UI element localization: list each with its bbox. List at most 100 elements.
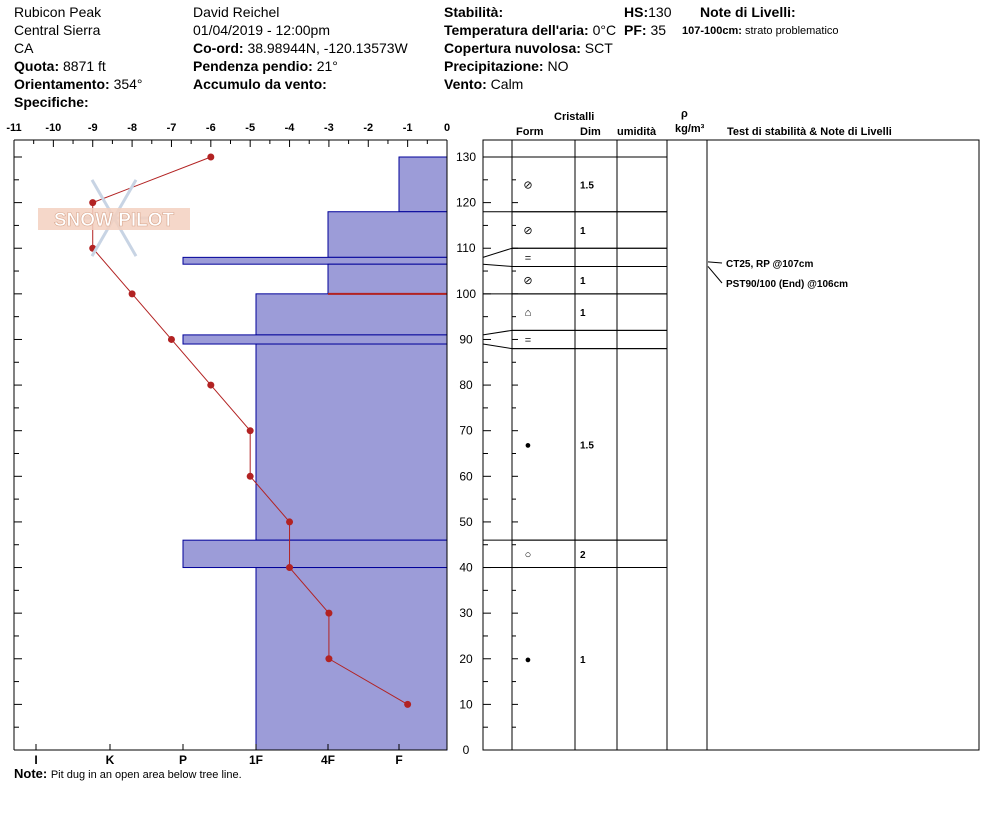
- temp-tick-label: 0: [444, 122, 450, 134]
- crystal-size: 1.5: [580, 180, 594, 191]
- layer-notes-label: Note di Livelli:: [700, 4, 796, 20]
- sky-row: Copertura nuvolosa: SCT: [444, 40, 613, 56]
- range-name: Central Sierra: [14, 22, 101, 38]
- form-header: Form: [516, 126, 544, 138]
- precip-row: Precipitazione: NO: [444, 58, 569, 74]
- temp-tick-label: -8: [127, 122, 137, 134]
- temperature-profile: [89, 153, 412, 708]
- temperature-point: [325, 655, 333, 663]
- stability-test-pointer: [707, 261, 723, 264]
- height-tick-label: 120: [456, 196, 476, 210]
- layer-note-row: 107-100cm: strato problematico: [682, 25, 839, 37]
- layer-connector: [482, 343, 513, 350]
- hardness-tick-label: 4F: [321, 753, 335, 767]
- elevation-row: Quota: 8871 ft: [14, 58, 106, 74]
- temperature-point: [128, 290, 136, 298]
- crystals-header: Cristalli: [554, 111, 595, 123]
- table-frame: [482, 139, 980, 751]
- crystal-size: 1.5: [580, 440, 594, 451]
- hardness-layer: [182, 539, 448, 569]
- hardness-tick-label: K: [106, 753, 115, 767]
- temp-tick-label: -7: [167, 122, 177, 134]
- height-tick-label: 0: [463, 743, 470, 757]
- hardness-layer: [182, 334, 448, 345]
- wind-row: Vento: Calm: [444, 76, 524, 92]
- hardness-layer: [255, 567, 448, 751]
- crystal-form-symbol: ●: [525, 654, 532, 666]
- crystal-form-symbol: =: [525, 252, 531, 264]
- coords-row: Co-ord: 38.98944N, -120.13573W: [193, 40, 408, 56]
- crystal-size: 1: [580, 655, 586, 666]
- hardness-layers: [182, 156, 448, 751]
- slope-row: Pendenza pendio: 21°: [193, 58, 338, 74]
- height-tick-label: 130: [456, 150, 476, 164]
- height-tick-label: 90: [459, 332, 473, 346]
- hardness-layer: [255, 293, 448, 336]
- height-tick-label: 60: [459, 469, 473, 483]
- temp-tick-label: -3: [324, 122, 334, 134]
- density-header: kg/m³: [675, 123, 705, 135]
- crystal-form-symbol: ⊘: [523, 179, 532, 191]
- temp-tick-label: -10: [45, 122, 61, 134]
- stability-test-label: PST90/100 (End) @106cm: [726, 279, 848, 290]
- wind-loading-label: Accumulo da vento:: [193, 76, 327, 92]
- air-temp-row: Temperatura dell'aria: 0°C: [444, 22, 617, 38]
- crystal-form-symbol: ○: [525, 549, 532, 561]
- layer-connector: [482, 247, 513, 258]
- temp-tick-label: -5: [245, 122, 255, 134]
- height-tick-label: 20: [459, 652, 473, 666]
- specifics-label: Specifiche:: [14, 94, 89, 110]
- aspect-row: Orientamento: 354°: [14, 76, 143, 92]
- snowpilot-logo: SNOW PILOT: [38, 179, 190, 257]
- rho-header: ρ: [681, 108, 688, 120]
- hs-row: HS:130: [624, 4, 672, 20]
- hardness-tick-label: I: [34, 753, 37, 767]
- hardness-layer: [255, 343, 448, 541]
- location-name: Rubicon Peak: [14, 4, 102, 20]
- crystal-size: 2: [580, 550, 586, 561]
- temp-tick-label: -1: [403, 122, 413, 134]
- temp-tick-label: -2: [363, 122, 373, 134]
- temperature-point: [207, 381, 215, 389]
- chart-frame: -11 -10 -9 -8 -7 -6 -5 -4 -3 -2 -1 0I K P 1F 4F F0102030…: [6, 122, 518, 767]
- temperature-point: [286, 564, 294, 572]
- hardness-layer: [182, 256, 448, 265]
- temp-tick-label: -9: [88, 122, 98, 134]
- logo-band: [38, 208, 190, 230]
- crystal-form-symbol: ⊘: [523, 225, 532, 237]
- temp-tick-label: -11: [6, 122, 21, 134]
- crystal-size: 1: [580, 226, 586, 237]
- pf-row: PF: 35: [624, 22, 667, 38]
- height-tick-label: 100: [456, 287, 476, 301]
- hardness-layer: [327, 263, 448, 295]
- layer-connector: [482, 329, 513, 336]
- crystal-form-symbol: ⌂: [525, 307, 532, 319]
- temp-tick-label: -6: [206, 122, 216, 134]
- logo-text: SNOW PILOT: [54, 210, 175, 231]
- temperature-point: [207, 153, 215, 161]
- crystal-size: 1: [580, 276, 586, 287]
- temperature-point: [89, 199, 97, 207]
- height-tick-label: 50: [459, 515, 473, 529]
- crystal-form-symbol: ●: [525, 439, 532, 451]
- height-tick-label: 110: [456, 241, 475, 255]
- temperature-point: [246, 427, 254, 435]
- temperature-point: [286, 518, 294, 526]
- state-name: CA: [14, 40, 34, 56]
- stability-test-pointer: [707, 266, 723, 284]
- height-tick-label: 80: [459, 378, 473, 392]
- hardness-tick-label: 1F: [249, 753, 263, 767]
- height-tick-label: 10: [459, 697, 473, 711]
- crystal-form-symbol: ⊘: [523, 275, 532, 287]
- layer-connector: [482, 263, 513, 267]
- hardness-layer: [327, 211, 448, 258]
- crystal-table: ⊘ 1.5 ⊘ 1 = ⊘ 1 ⌂ 1 = ● 1.5 ○ 2 ● 1 CT25, RP @107cm PST90…: [482, 139, 980, 751]
- observation-datetime: 01/04/2019 - 12:00pm: [193, 22, 330, 38]
- footer-note: Note: Pit dug in an open area below tree…: [14, 766, 242, 781]
- height-tick-label: 70: [459, 424, 473, 438]
- height-tick-label: 40: [459, 561, 473, 575]
- stability-test-label: CT25, RP @107cm: [726, 259, 813, 270]
- temperature-point: [246, 472, 254, 480]
- moisture-header: umidità: [617, 126, 657, 138]
- temperature-point: [167, 335, 175, 343]
